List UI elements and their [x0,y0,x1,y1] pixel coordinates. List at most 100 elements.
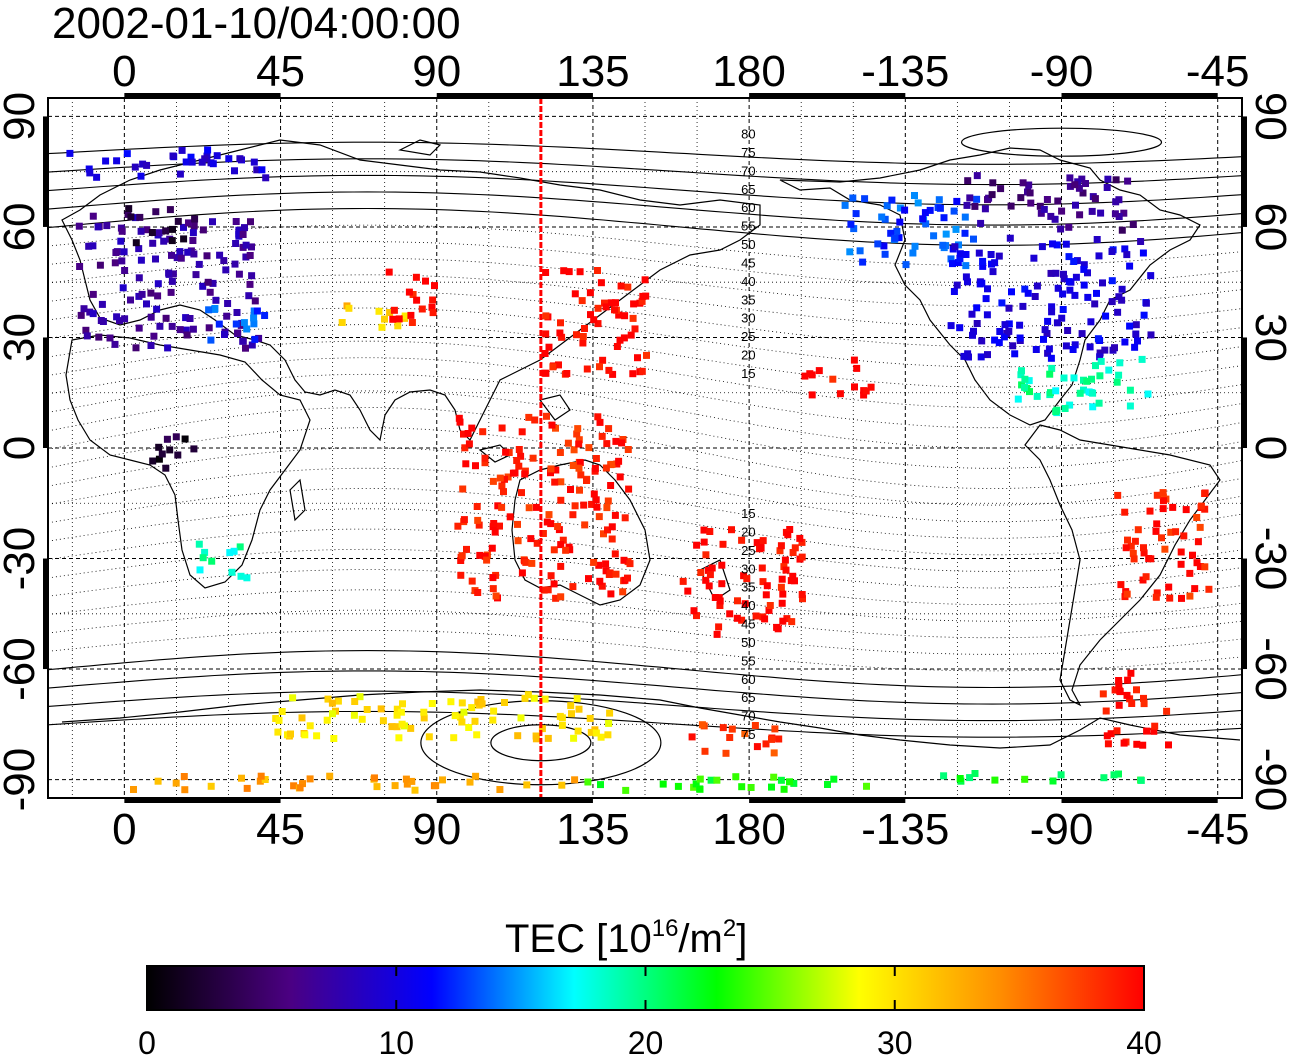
tec-cell [1150,727,1158,735]
tec-cell [599,356,607,364]
tec-cell [1097,357,1105,365]
tec-cell [849,194,857,202]
tec-cell [181,435,189,443]
tec-cell [182,158,190,166]
tec-cell [762,740,770,748]
tec-cell [1126,402,1134,410]
colorbar-label-end: ] [736,917,748,961]
tec-cell [458,718,466,726]
tec-cell [747,784,755,791]
tec-cell [474,589,482,596]
tec-cell [248,341,256,349]
tec-cell [1111,686,1119,694]
tec-cell [238,774,245,782]
tec-cell [1108,277,1116,285]
tec-cell [734,597,741,605]
tec-cell [770,773,778,781]
tec-cell [525,504,533,512]
tec-cell [1093,289,1100,297]
tec-cell [692,780,700,788]
tec-cell [850,356,858,364]
tec-cell [579,339,587,347]
tec-cell [1129,221,1137,228]
tec-cell [1053,406,1061,414]
tec-cell [1167,528,1175,536]
tec-cell [1104,740,1112,748]
tec-cell [970,327,977,335]
tec-cell [570,734,578,742]
tec-cell [1196,563,1204,570]
tec-cell [789,549,797,556]
tec-cell [1047,269,1055,277]
colorbar-tick-label: 30 [877,1025,913,1057]
tec-cell [753,539,761,547]
contour-label: 55 [741,653,755,668]
tec-cell [708,564,716,572]
tec-cell [135,324,143,332]
tec-cell [1116,359,1124,367]
tec-cell [596,577,604,585]
top-tick-label: -45 [1186,47,1250,96]
tec-cell [581,325,588,332]
tec-cell [629,314,637,322]
tec-cell [476,551,484,559]
tec-cell [456,418,464,426]
tec-cell [940,214,948,222]
tec-cell [1001,321,1009,329]
tec-cell [1153,589,1161,597]
coastline-australia [511,459,651,606]
tec-cell [741,600,749,608]
bottom-tick-label: -90 [1030,805,1094,854]
tec-cell [706,528,714,535]
colorbar-label: TEC [1016/m2] [505,905,747,963]
tec-cell [861,195,869,203]
tec-cell [1008,288,1015,296]
tec-cell [139,160,147,168]
tec-cell [867,383,875,391]
tec-cell [624,283,632,291]
tec-cell [1031,293,1039,300]
tec-cell [527,535,535,543]
tec-cell [465,440,473,448]
tec-cell [1114,308,1122,316]
tec-cell [558,333,566,341]
tec-cell [1147,272,1155,280]
frame-bar-bottom [124,797,281,803]
tec-cell [595,513,603,521]
tec-cell [1000,333,1008,341]
tec-cell [1095,399,1103,407]
magnetic-contour [48,158,1242,186]
tec-cell [777,542,785,550]
tec-cell [199,554,207,562]
tec-cell [878,213,886,221]
tec-cell [420,708,428,716]
tec-cell [622,786,630,794]
tec-cell [1058,314,1066,322]
tec-cell [973,304,981,312]
bottom-tick-label: 90 [412,805,461,854]
tec-cell [465,724,473,731]
tec-cell [1089,389,1097,397]
tec-cell [728,526,735,534]
tec-cell [783,615,791,623]
tec-cell [447,698,455,706]
tec-cell [1134,337,1141,345]
tec-cell [1137,238,1145,245]
tec-cell [77,311,85,319]
coastline-south-america [1024,424,1221,707]
tec-cell [478,700,486,708]
tec-cell [152,208,160,216]
tec-cell [621,514,629,522]
contour-label: 75 [741,727,755,742]
tec-cell [1137,776,1145,784]
tec-cell [1107,730,1115,738]
tec-cell [1115,213,1123,220]
tec-cell [580,501,588,509]
tec-cell [190,445,198,453]
frame-bar-right [1241,116,1247,227]
tec-cell [545,511,553,519]
tec-cell [557,541,565,549]
tec-cell [402,775,410,783]
tec-cell [1019,302,1027,310]
tec-cell [1045,345,1053,353]
